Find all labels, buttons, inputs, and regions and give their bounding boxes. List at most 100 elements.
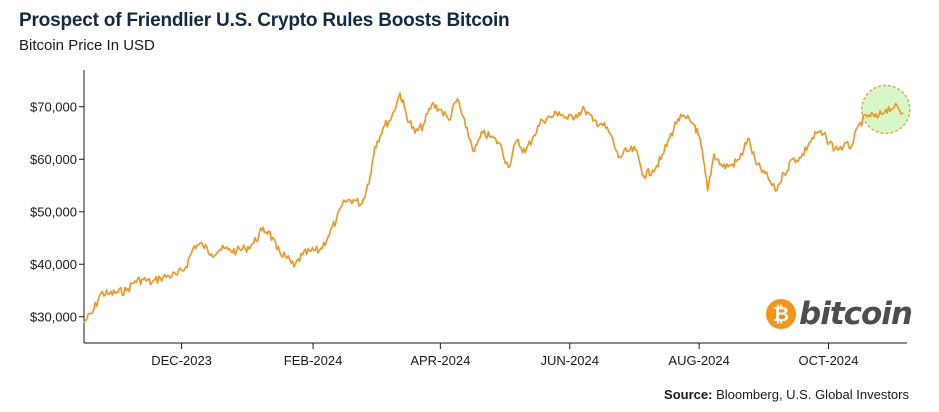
data-point	[201, 244, 204, 246]
data-point	[490, 136, 493, 138]
data-point	[284, 255, 287, 258]
data-point	[301, 254, 304, 256]
data-point	[310, 250, 312, 252]
bitcoin-logo: ₿ bitcoin	[766, 296, 913, 332]
chart-subtitle: Bitcoin Price In USD	[19, 37, 155, 54]
data-point	[617, 156, 620, 159]
y-tick-label: $40,000	[30, 257, 77, 272]
data-point	[361, 203, 363, 205]
data-point	[267, 230, 270, 232]
data-point	[738, 158, 741, 161]
data-point	[884, 108, 887, 111]
data-point	[893, 105, 896, 108]
data-point	[481, 132, 484, 134]
data-point	[335, 218, 338, 221]
bitcoin-coin-icon: ₿	[766, 299, 796, 329]
data-point	[808, 141, 811, 144]
data-point	[901, 112, 904, 114]
data-point	[422, 124, 425, 126]
y-tick-label: $70,000	[30, 99, 77, 114]
data-point	[473, 150, 476, 153]
data-point	[352, 198, 355, 201]
data-point	[125, 289, 128, 292]
data-point	[108, 293, 111, 295]
x-tick-label: JUN-2024	[540, 353, 599, 368]
data-point	[558, 111, 560, 113]
data-point	[868, 114, 870, 116]
data-point	[414, 132, 416, 134]
data-point	[369, 174, 372, 176]
y-tick-label: $50,000	[30, 204, 77, 219]
data-point	[851, 144, 853, 146]
data-point	[783, 172, 785, 175]
data-point	[176, 273, 179, 276]
data-point	[876, 116, 879, 119]
data-point	[252, 242, 255, 245]
x-tick-label: APR-2024	[410, 353, 470, 368]
x-tick-label: DEC-2023	[151, 353, 212, 368]
data-point	[694, 124, 696, 126]
data-point	[592, 120, 594, 122]
source-note: Source: Bloomberg, U.S. Global Investors	[664, 387, 909, 402]
data-point	[382, 126, 384, 129]
data-point	[83, 321, 85, 323]
data-point	[755, 163, 758, 166]
source-text: Bloomberg, U.S. Global Investors	[716, 387, 909, 402]
data-point	[465, 126, 467, 129]
bitcoin-price-line	[83, 92, 904, 323]
data-point	[117, 291, 119, 293]
data-point	[634, 149, 637, 151]
data-point	[134, 280, 136, 282]
data-point	[800, 156, 802, 159]
data-point	[713, 153, 715, 155]
data-point	[193, 245, 196, 247]
data-point	[210, 252, 213, 255]
data-point	[439, 108, 442, 111]
data-point	[859, 121, 862, 124]
data-point	[168, 275, 170, 277]
data-point	[700, 145, 703, 147]
data-point	[626, 150, 628, 153]
data-point	[685, 117, 688, 120]
data-point	[721, 165, 724, 168]
data-point	[643, 175, 645, 177]
data-point	[276, 248, 278, 251]
data-point	[227, 248, 230, 251]
data-point	[399, 92, 401, 94]
data-point	[609, 132, 611, 135]
data-point	[235, 250, 238, 252]
data-point	[405, 113, 408, 116]
data-point	[390, 116, 393, 119]
data-point	[185, 266, 187, 268]
data-point	[151, 281, 153, 284]
data-point	[583, 108, 586, 111]
data-point	[600, 122, 603, 125]
data-point	[817, 131, 819, 133]
data-point	[791, 158, 794, 161]
data-point	[834, 147, 836, 150]
data-point	[515, 140, 518, 142]
data-point	[456, 98, 459, 100]
x-tick-label: AUG-2024	[668, 353, 729, 368]
data-point	[668, 137, 671, 140]
data-point	[764, 172, 766, 175]
data-point	[244, 247, 247, 250]
data-point	[566, 118, 569, 121]
data-point	[541, 119, 543, 121]
data-point	[327, 236, 329, 238]
data-point	[100, 292, 102, 294]
data-point	[448, 119, 450, 121]
data-point	[318, 249, 321, 252]
data-point	[842, 145, 845, 148]
data-point	[575, 113, 577, 116]
data-point	[261, 229, 263, 231]
data-point	[747, 137, 749, 140]
data-point	[532, 134, 535, 137]
data-point	[159, 277, 162, 279]
data-point	[651, 169, 654, 172]
data-point	[142, 278, 145, 281]
data-point	[507, 166, 510, 168]
data-point	[660, 158, 662, 161]
data-point	[344, 200, 346, 203]
